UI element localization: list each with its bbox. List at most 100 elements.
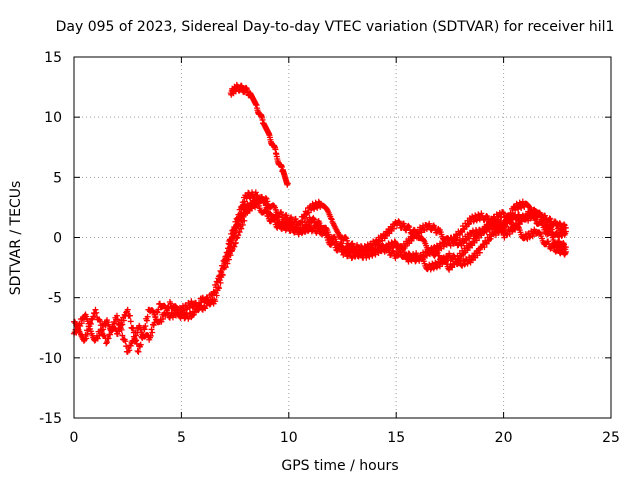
data-point-fill <box>274 216 281 223</box>
data-point-fill <box>143 317 150 324</box>
data-point-fill <box>476 249 483 256</box>
data-point <box>92 306 99 313</box>
data-point-fill <box>237 210 244 217</box>
data-point-fill <box>88 316 95 323</box>
x-tick-label: 0 <box>70 430 79 446</box>
data-point-fill <box>93 309 100 316</box>
data-point-fill <box>327 215 334 222</box>
data-point-fill <box>224 260 231 267</box>
data-point-fill <box>206 301 213 308</box>
data-point-fill <box>523 215 530 222</box>
data-point-fill <box>475 211 482 218</box>
data-point-fill <box>216 277 223 284</box>
data-point-fill <box>426 220 433 227</box>
x-axis-label: GPS time / hours <box>281 458 398 474</box>
data-point-fill <box>405 222 412 229</box>
data-point-fill <box>278 211 285 218</box>
data-point-fill <box>119 321 126 328</box>
data-point-fill <box>444 257 451 264</box>
data-point-fill <box>346 248 353 255</box>
data-point-fill <box>499 209 506 216</box>
data-point-fill <box>126 347 133 354</box>
data-point-fill <box>360 249 367 256</box>
data-point <box>562 228 569 235</box>
data-point-fill <box>144 313 151 320</box>
data-point-fill <box>127 312 134 319</box>
data-point-fill <box>331 241 338 248</box>
data-point-fill <box>374 238 381 245</box>
data-point-fill <box>342 247 349 254</box>
data-point-fill <box>112 326 119 333</box>
data-point-fill <box>408 257 415 264</box>
data-point-fill <box>90 313 97 320</box>
data-point <box>124 306 131 313</box>
data-point-fill <box>390 225 397 232</box>
x-tick-label: 10 <box>280 430 298 446</box>
data-point-fill <box>241 217 248 224</box>
data-point-fill <box>127 342 134 349</box>
y-tick-label: -5 <box>48 291 62 307</box>
data-point-fill <box>130 324 137 331</box>
data-point-fill <box>142 323 149 330</box>
data-point <box>156 300 163 307</box>
data-point-fill <box>548 226 555 233</box>
data-point-fill <box>241 198 248 205</box>
data-point-fill <box>222 264 229 271</box>
data-point-fill <box>141 326 148 333</box>
data-point-fill <box>429 246 436 253</box>
data-point-fill <box>117 325 124 332</box>
data-point-fill <box>301 229 308 236</box>
data-point-fill <box>426 249 433 256</box>
data-point-fill <box>196 302 203 309</box>
data-point-fill <box>344 237 351 244</box>
data-point <box>562 244 569 251</box>
x-tick-label: 15 <box>387 430 405 446</box>
data-point-fill <box>215 283 222 290</box>
data-point-fill <box>349 240 356 247</box>
data-point <box>103 340 110 347</box>
data-point-fill <box>288 222 295 229</box>
y-tick-label: 15 <box>44 50 62 66</box>
data-point-fill <box>149 329 156 336</box>
data-point-fill <box>483 212 490 219</box>
data-point <box>135 348 142 355</box>
chart-title: Day 095 of 2023, Sidereal Day-to-day VTE… <box>56 19 615 35</box>
data-point-fill <box>518 205 525 212</box>
data-point-fill <box>301 215 308 222</box>
data-point-fill <box>97 318 104 325</box>
data-point <box>532 216 539 223</box>
data-point-fill <box>515 206 522 213</box>
data-point-fill <box>74 326 81 333</box>
data-point-fill <box>122 338 129 345</box>
data-point-fill <box>431 224 438 231</box>
data-point-fill <box>159 315 166 322</box>
data-point-fill <box>547 222 554 229</box>
data-point-fill <box>298 230 305 237</box>
data-point-fill <box>236 229 243 236</box>
data-point-fill <box>134 348 141 355</box>
data-point <box>167 300 174 307</box>
data-point-fill <box>100 326 107 333</box>
data-point-fill <box>504 220 511 227</box>
data-point-fill <box>509 228 516 235</box>
axis-ticks: 0 5 10 15 20 25 -15 -10 -5 0 5 10 15 <box>39 50 620 446</box>
data-point-fill <box>311 216 318 223</box>
data-point-fill <box>137 341 144 348</box>
data-point-fill <box>374 239 381 246</box>
data-point-fill <box>411 256 418 263</box>
data-point-fill <box>395 218 402 225</box>
data-point-fill <box>452 256 459 263</box>
data-point-fill <box>120 317 127 324</box>
data-point-fill <box>552 219 559 226</box>
data-point-fill <box>217 279 224 286</box>
data-point-fill <box>498 229 505 236</box>
data-point-fill <box>406 224 413 231</box>
data-point-fill <box>363 248 370 255</box>
y-tick-label: 5 <box>53 170 62 186</box>
data-point <box>264 204 271 211</box>
data-point-fill <box>461 261 468 268</box>
data-point-fill <box>380 243 387 250</box>
y-tick-label: 0 <box>53 231 62 247</box>
data-point-fill <box>213 292 220 299</box>
data-point-fill <box>173 303 180 310</box>
